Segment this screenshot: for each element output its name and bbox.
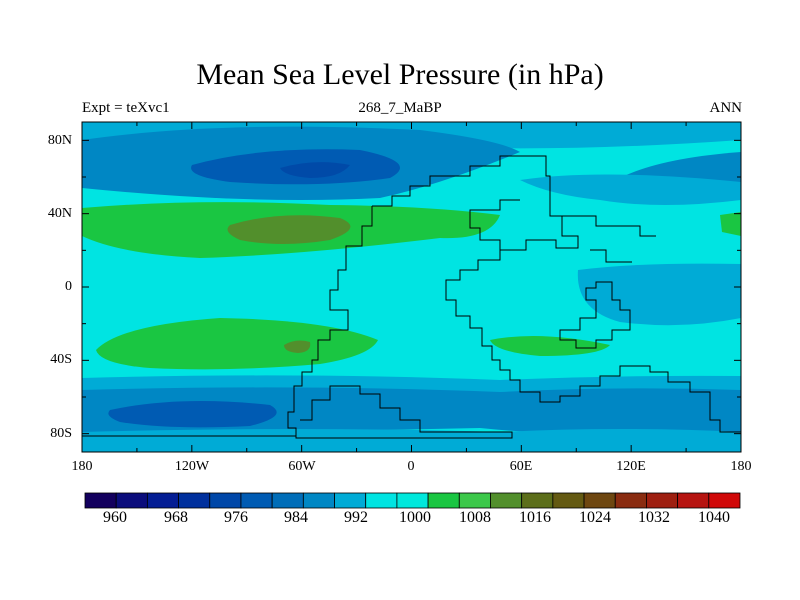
- colorbar-label-960: 960: [103, 509, 127, 526]
- east-tropical-patch: [577, 263, 741, 326]
- colorbar-swatch-1028: [614, 492, 647, 509]
- colorbar-swatch-984: [271, 492, 304, 509]
- south-high-core: [284, 340, 311, 353]
- south-low-center: [108, 401, 277, 428]
- chart-title: Mean Sea Level Pressure (in hPa): [196, 58, 604, 91]
- x-tick-label-120e: 120E: [616, 459, 646, 474]
- north-high-east: [720, 212, 741, 236]
- x-tick-label-120w: 120W: [174, 459, 210, 474]
- colorbar-swatch-1004: [427, 492, 460, 509]
- north-low-core: [280, 162, 350, 178]
- x-tick-label-60e: 60E: [509, 459, 533, 474]
- experiment-label: Expt = teXvc1: [82, 100, 170, 116]
- west-coast-outline: [287, 206, 373, 436]
- colorbar-swatch-1012: [490, 492, 523, 509]
- colorbar-swatch-972: [178, 492, 211, 509]
- colorbar-label-1000: 1000: [399, 509, 431, 526]
- colorbar-swatch-1040: [708, 492, 741, 509]
- island-outline: [559, 281, 631, 349]
- y-tick-label-40n: 40N: [47, 206, 72, 221]
- pangea-outline: [372, 155, 741, 433]
- colorbar-label-1008: 1008: [459, 509, 491, 526]
- colorbar-swatch-1024: [583, 492, 616, 509]
- axis-ticks: [81, 122, 742, 452]
- y-tick-label-80s: 80S: [50, 426, 72, 441]
- east-coast-outline: [550, 215, 656, 237]
- colorbar-swatch-976: [209, 492, 242, 509]
- colorbar-swatch-1032: [646, 492, 679, 509]
- south-high-east: [490, 336, 610, 356]
- period-label: 268_7_MaBP: [358, 100, 442, 116]
- colorbar-swatch-1016: [521, 492, 554, 509]
- colorbar-swatch-1000: [396, 492, 429, 509]
- tethys-inner-outline: [590, 249, 632, 263]
- x-tick-label-0: 0: [407, 459, 415, 474]
- south-polar-band: [82, 429, 741, 452]
- colorbar-label-968: 968: [164, 509, 188, 526]
- colorbar-label-1032: 1032: [638, 509, 670, 526]
- colorbar: [84, 492, 741, 509]
- pressure-field: [82, 122, 741, 452]
- colorbar-label-984: 984: [284, 509, 308, 526]
- x-tick-label-60w: 60W: [288, 459, 316, 474]
- colorbar-swatch-996: [365, 492, 398, 509]
- colorbar-label-992: 992: [344, 509, 368, 526]
- north-high-core: [227, 215, 351, 244]
- season-label: ANN: [709, 100, 743, 116]
- colorbar-swatch-1036: [677, 492, 710, 509]
- east-ocean-band: [520, 174, 741, 205]
- east-basin-outline: [469, 199, 520, 250]
- colorbar-swatch-960: [84, 492, 117, 509]
- y-tick-label-80n: 80N: [47, 133, 72, 148]
- colorbar-swatch-992: [334, 492, 367, 509]
- colorbar-swatch-968: [146, 492, 179, 509]
- y-tick-label-40s: 40S: [50, 352, 72, 367]
- colorbar-swatch-980: [240, 492, 273, 509]
- colorbar-label-1040: 1040: [698, 509, 730, 526]
- colorbar-label-976: 976: [224, 509, 248, 526]
- colorbar-label-1016: 1016: [519, 509, 551, 526]
- x-tick-label-180e: 180: [730, 459, 752, 474]
- south-subtropical-high: [96, 318, 378, 370]
- colorbar-swatch-964: [115, 492, 148, 509]
- antarctic-outline: [82, 385, 513, 439]
- colorbar-label-1024: 1024: [579, 509, 611, 526]
- continent-outlines: [82, 155, 741, 439]
- x-tick-label-180w: 180: [71, 459, 93, 474]
- colorbar-swatch-1008: [458, 492, 491, 509]
- colorbar-swatch-1020: [552, 492, 585, 509]
- y-tick-label-0: 0: [65, 279, 72, 294]
- colorbar-swatch-988: [302, 492, 335, 509]
